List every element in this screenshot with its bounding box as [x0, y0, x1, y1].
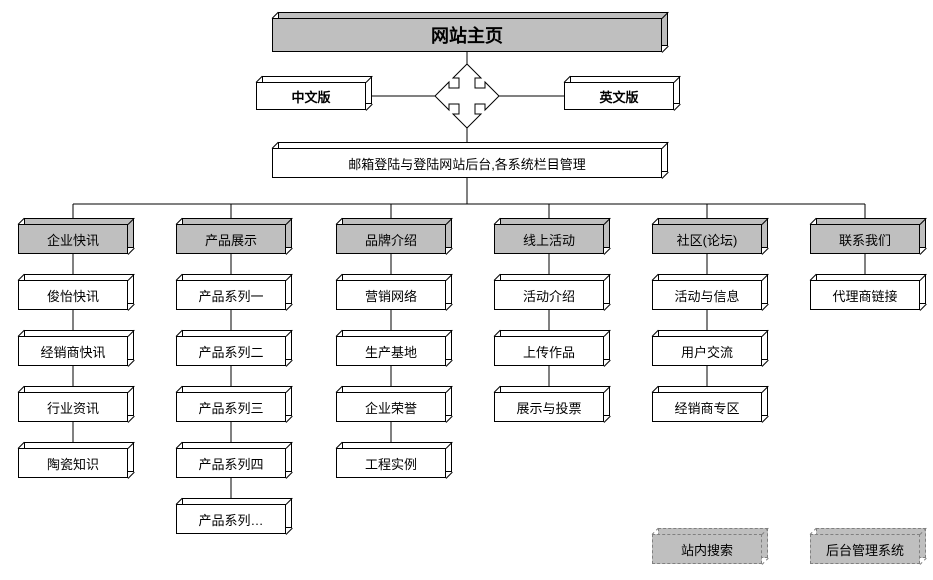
lang-en-node: 英文版 — [564, 82, 674, 110]
dashed-node-1-label: 后台管理系统 — [810, 534, 920, 564]
col-2-item-0: 营销网络 — [336, 280, 446, 310]
lang-cn-node: 中文版 — [256, 82, 366, 110]
dashed-node-0-label: 站内搜索 — [652, 534, 762, 564]
col-0-item-1-label: 经销商快讯 — [18, 336, 128, 366]
col-0-item-1: 经销商快讯 — [18, 336, 128, 366]
col-0-item-2-label: 行业资讯 — [18, 392, 128, 422]
col-2-header: 品牌介绍 — [336, 224, 446, 254]
col-0-item-3: 陶瓷知识 — [18, 448, 128, 478]
col-2-item-1: 生产基地 — [336, 336, 446, 366]
col-1-item-4: 产品系列… — [176, 504, 286, 534]
col-4-item-2-label: 经销商专区 — [652, 392, 762, 422]
col-0-item-3-label: 陶瓷知识 — [18, 448, 128, 478]
root-node-label: 网站主页 — [272, 18, 662, 52]
col-4-item-2: 经销商专区 — [652, 392, 762, 422]
col-2-item-0-label: 营销网络 — [336, 280, 446, 310]
col-3-item-0-label: 活动介绍 — [494, 280, 604, 310]
col-0-item-0: 俊怡快讯 — [18, 280, 128, 310]
col-1-item-1-label: 产品系列二 — [176, 336, 286, 366]
col-1-item-2: 产品系列三 — [176, 392, 286, 422]
col-2-header-label: 品牌介绍 — [336, 224, 446, 254]
col-5-item-0-label: 代理商链接 — [810, 280, 920, 310]
col-0-header: 企业快讯 — [18, 224, 128, 254]
col-3-item-1-label: 上传作品 — [494, 336, 604, 366]
col-1-item-0: 产品系列一 — [176, 280, 286, 310]
col-1-item-3-label: 产品系列四 — [176, 448, 286, 478]
lang-en-node-label: 英文版 — [564, 82, 674, 110]
col-5-header-label: 联系我们 — [810, 224, 920, 254]
col-3-item-0: 活动介绍 — [494, 280, 604, 310]
col-0-item-0-label: 俊怡快讯 — [18, 280, 128, 310]
col-2-item-2: 企业荣誉 — [336, 392, 446, 422]
col-4-item-0: 活动与信息 — [652, 280, 762, 310]
col-0-item-2: 行业资讯 — [18, 392, 128, 422]
col-2-item-3-label: 工程实例 — [336, 448, 446, 478]
dashed-node-0: 站内搜索 — [652, 534, 762, 564]
col-3-item-2: 展示与投票 — [494, 392, 604, 422]
col-4-item-1: 用户交流 — [652, 336, 762, 366]
col-4-header-label: 社区(论坛) — [652, 224, 762, 254]
col-1-item-1: 产品系列二 — [176, 336, 286, 366]
col-3-header-label: 线上活动 — [494, 224, 604, 254]
mailbox-node-label: 邮箱登陆与登陆网站后台,各系统栏目管理 — [272, 148, 662, 178]
col-2-item-2-label: 企业荣誉 — [336, 392, 446, 422]
col-3-item-1: 上传作品 — [494, 336, 604, 366]
col-1-header: 产品展示 — [176, 224, 286, 254]
col-5-header: 联系我们 — [810, 224, 920, 254]
col-4-item-1-label: 用户交流 — [652, 336, 762, 366]
col-4-header: 社区(论坛) — [652, 224, 762, 254]
col-3-header: 线上活动 — [494, 224, 604, 254]
col-1-item-3: 产品系列四 — [176, 448, 286, 478]
col-1-header-label: 产品展示 — [176, 224, 286, 254]
root-node: 网站主页 — [272, 18, 662, 52]
col-2-item-1-label: 生产基地 — [336, 336, 446, 366]
dashed-node-1: 后台管理系统 — [810, 534, 920, 564]
col-5-item-0: 代理商链接 — [810, 280, 920, 310]
col-3-item-2-label: 展示与投票 — [494, 392, 604, 422]
col-0-header-label: 企业快讯 — [18, 224, 128, 254]
col-1-item-2-label: 产品系列三 — [176, 392, 286, 422]
lang-cn-node-label: 中文版 — [256, 82, 366, 110]
mailbox-node: 邮箱登陆与登陆网站后台,各系统栏目管理 — [272, 148, 662, 178]
col-4-item-0-label: 活动与信息 — [652, 280, 762, 310]
connectors-svg — [0, 0, 933, 580]
col-1-item-0-label: 产品系列一 — [176, 280, 286, 310]
col-1-item-4-label: 产品系列… — [176, 504, 286, 534]
col-2-item-3: 工程实例 — [336, 448, 446, 478]
